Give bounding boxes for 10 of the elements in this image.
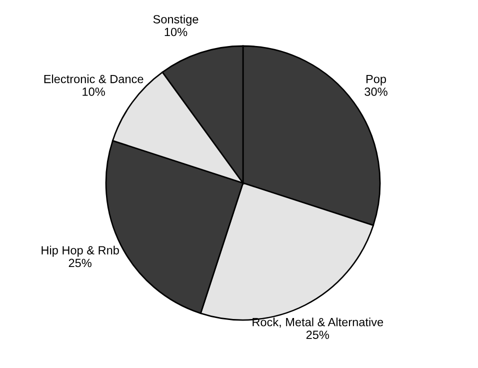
data-label: 25%: [68, 258, 92, 268]
slice-label: Electronic & Dance: [44, 74, 144, 84]
slice-label: Sonstige: [153, 14, 198, 26]
data-label: 10%: [82, 88, 105, 96]
data-label: 10%: [164, 28, 188, 36]
data-label: 25%: [306, 330, 330, 340]
slice-label: Hip Hop & Rnb: [42, 246, 119, 257]
slice-label: Pop: [366, 74, 386, 86]
slice-label: Rock, Metal & Alternative: [252, 318, 384, 328]
data-label: 30%: [364, 88, 388, 96]
